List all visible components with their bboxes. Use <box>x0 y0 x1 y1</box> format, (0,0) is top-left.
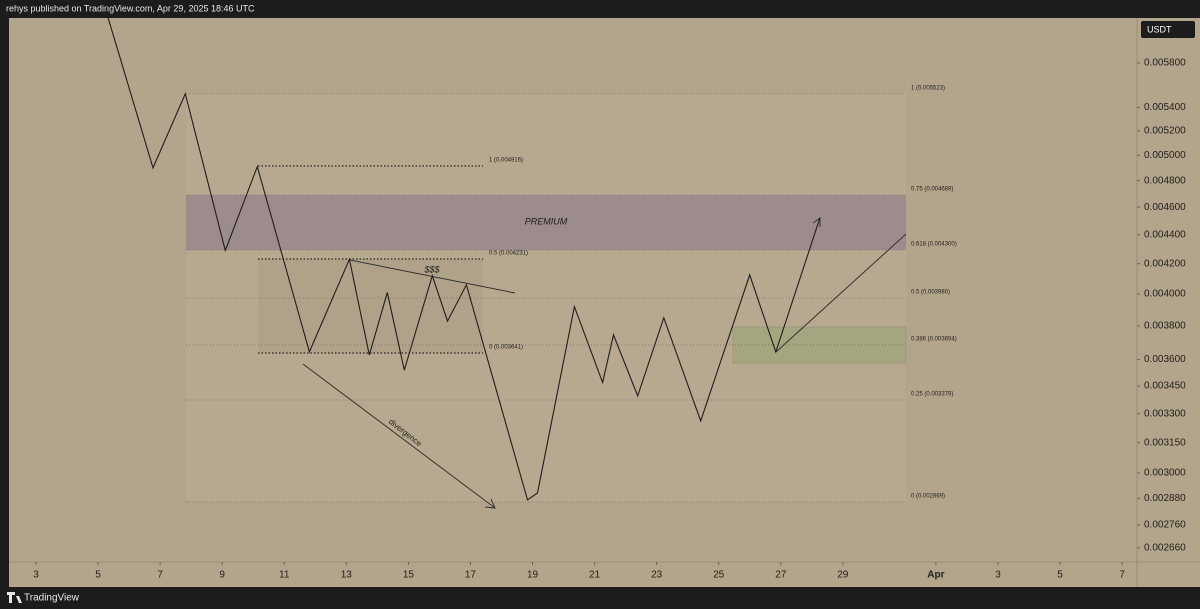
x-tick-label: 29 <box>837 570 849 581</box>
liquidity-label: $$$ <box>423 264 440 274</box>
x-tick-label: 11 <box>279 570 290 581</box>
range-box <box>258 259 483 353</box>
trendline <box>775 233 907 353</box>
footer-brand: TradingView <box>24 593 80 604</box>
x-tick-label: 3 <box>33 570 39 581</box>
y-tick-label: 0.005000 <box>1144 150 1186 161</box>
currency-box <box>1141 21 1195 38</box>
fib-label: 0.618 (0.004300) <box>911 242 957 248</box>
logo <box>7 592 22 603</box>
x-tick-label: 19 <box>527 570 539 581</box>
x-tick-label: 5 <box>95 570 101 581</box>
fib-label: 0.25 (0.003379) <box>911 392 953 398</box>
y-tick-label: 0.002880 <box>1144 493 1186 504</box>
premium-zone <box>186 195 906 250</box>
y-tick-label: 0.003600 <box>1144 354 1186 365</box>
header-text: rehys published on TradingView.com, Apr … <box>6 3 255 13</box>
x-tick-label: 23 <box>651 570 663 581</box>
y-tick-label: 0.003300 <box>1144 408 1186 419</box>
fib-label: 1 (0.004916) <box>489 158 523 164</box>
arrow-head <box>484 498 496 509</box>
y-tick-label: 0.004600 <box>1144 202 1186 213</box>
y-tick-label: 0.003450 <box>1144 381 1186 392</box>
x-tick-label: 9 <box>219 570 225 581</box>
y-tick-label: 0.003800 <box>1144 321 1186 332</box>
y-tick-label: 0.005800 <box>1144 58 1186 69</box>
fib-label: 0.5 (0.004231) <box>489 251 528 257</box>
y-tick-label: 0.004200 <box>1144 258 1186 269</box>
y-tick-label: 0.002660 <box>1144 542 1186 553</box>
y-tick-label: 0.003150 <box>1144 437 1186 448</box>
premium-label: PREMIUM <box>525 216 568 226</box>
fib-label: 1 (0.005523) <box>911 86 945 92</box>
y-tick-label: 0.004400 <box>1144 229 1186 240</box>
fib-label: 0.75 (0.004689) <box>911 187 953 193</box>
x-tick-label: Apr <box>927 570 944 581</box>
y-tick-label: 0.004800 <box>1144 175 1186 186</box>
x-tick-label: 17 <box>465 570 477 581</box>
x-tick-label: 7 <box>1119 570 1125 581</box>
y-tick-label: 0.002760 <box>1144 519 1186 530</box>
fib-lines: 1 (0.004916) 0.5 (0.004231) 0 (0.003641) 1 … <box>186 86 957 503</box>
y-tick-label: 0.004000 <box>1144 289 1186 300</box>
currency: USDT <box>1147 24 1172 34</box>
fib-label: 0 (0.003641) <box>489 345 523 351</box>
y-tick-label: 0.005400 <box>1144 102 1186 113</box>
y-tick-label: 0.003000 <box>1144 468 1186 479</box>
fib-label: 0 (0.002869) <box>911 494 945 500</box>
x-tick-label: 5 <box>1057 570 1063 581</box>
x-tick-label: 15 <box>403 570 415 581</box>
price-line <box>106 14 821 501</box>
x-tick-label: 7 <box>157 570 163 581</box>
y-tick-label: 0.005200 <box>1144 126 1186 137</box>
x-tick-label: 3 <box>995 570 1001 581</box>
fib-label: 0.386 (0.003694) <box>911 337 957 343</box>
fib-label: 0.5 (0.003980) <box>911 290 950 296</box>
x-tick-label: 13 <box>341 570 353 581</box>
x-tick-label: 27 <box>775 570 787 581</box>
divergence-arrow <box>302 363 496 509</box>
x-tick-label: 21 <box>589 570 601 581</box>
x-tick-label: 25 <box>713 570 725 581</box>
